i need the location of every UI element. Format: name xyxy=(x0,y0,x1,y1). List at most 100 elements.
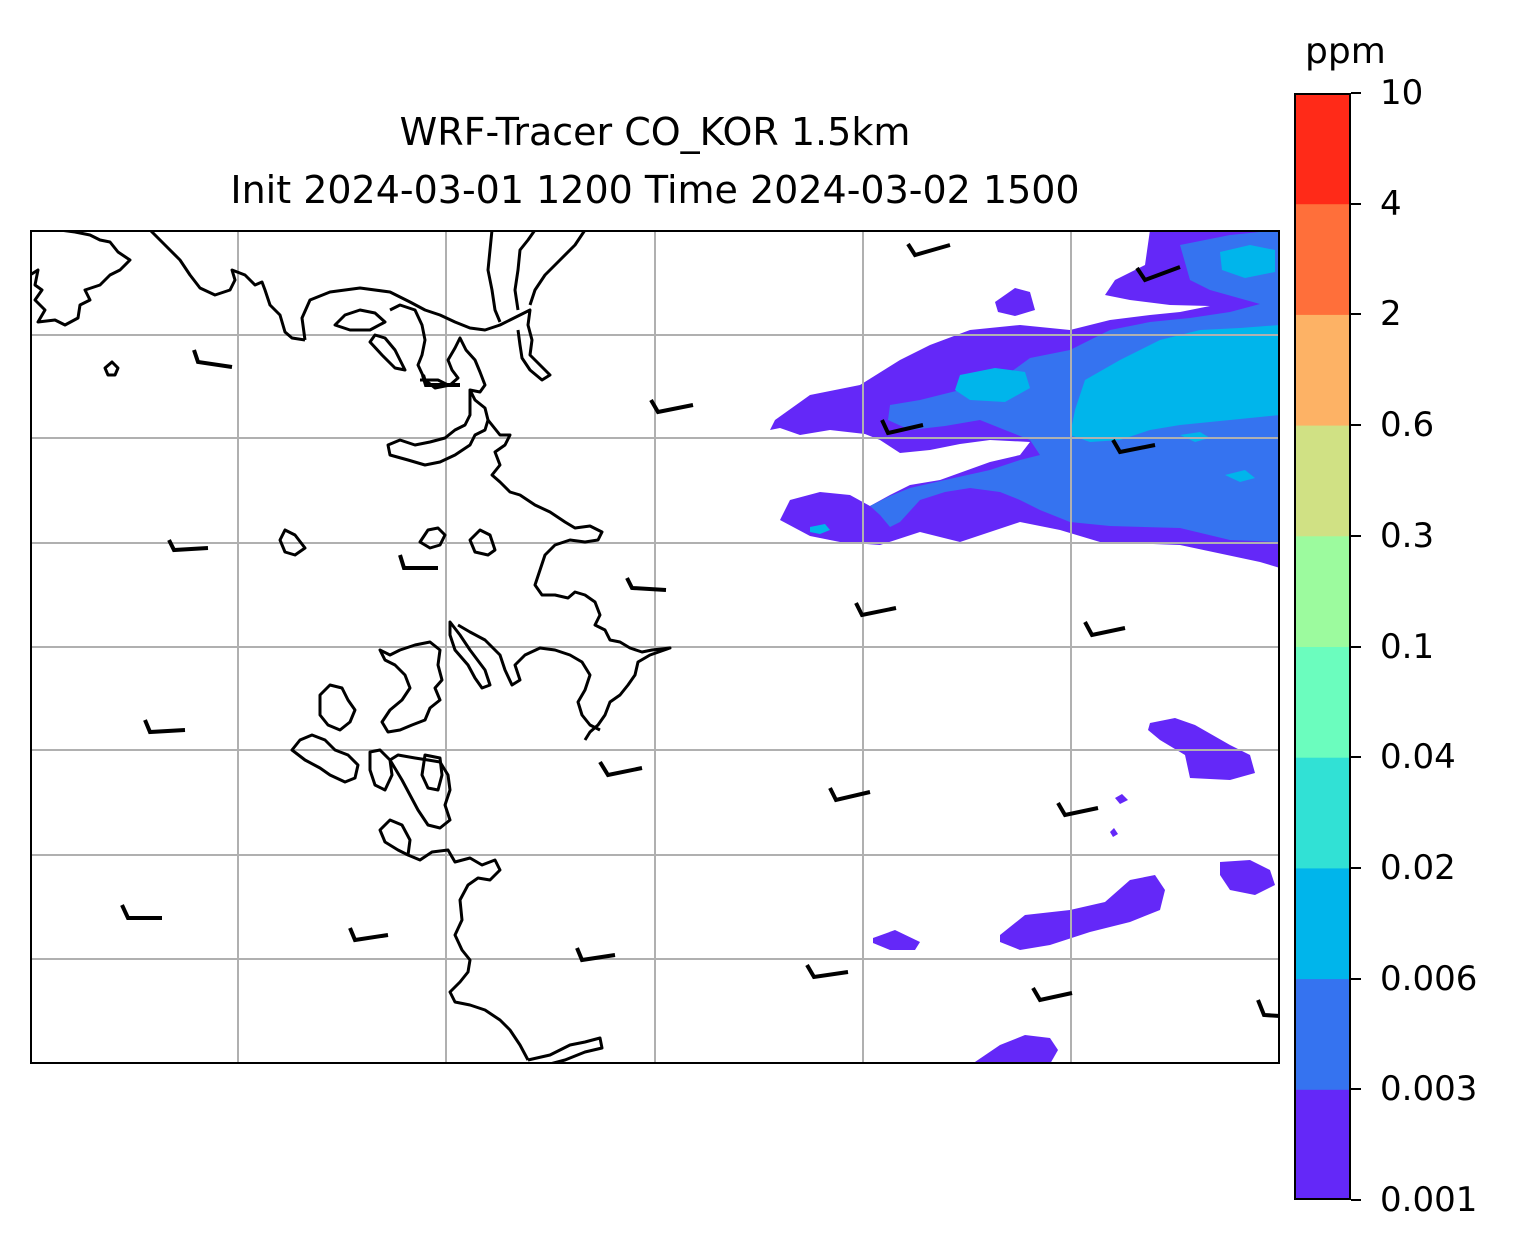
wind-barb xyxy=(828,787,871,803)
coastline-segment xyxy=(528,230,587,306)
chart-title: WRF-Tracer CO_KOR 1.5km xyxy=(399,110,911,154)
plume-band-1 xyxy=(873,930,920,950)
colorbar-bin xyxy=(1294,535,1351,647)
colorbar-tick xyxy=(1351,202,1361,205)
coastline-segment xyxy=(148,230,306,342)
coastline-segment xyxy=(333,308,387,332)
wind-barb xyxy=(880,419,924,436)
colorbar-tick xyxy=(1351,1199,1361,1201)
colorbar-canvas xyxy=(1294,93,1351,1201)
plume-band-1 xyxy=(972,1035,1058,1064)
coastline-segment xyxy=(290,733,360,784)
colorbar-tick-label: 2 xyxy=(1380,294,1402,335)
wind-barb xyxy=(598,760,643,778)
coastline-segment xyxy=(448,620,492,690)
coastline-segment xyxy=(103,360,120,377)
chart-subtitle: Init 2024-03-01 1200 Time 2024-03-02 150… xyxy=(230,168,1080,212)
colorbar-bin xyxy=(1294,203,1351,315)
colorbar-tick xyxy=(1351,313,1361,316)
colorbar-bin xyxy=(1294,93,1351,205)
colorbar-tick xyxy=(1351,1088,1361,1091)
colorbar-tick-label: 10 xyxy=(1380,73,1424,113)
colorbar-tick-label: 0.02 xyxy=(1380,847,1456,888)
coastline-segment xyxy=(389,303,487,394)
colorbar-tick-label: 0.6 xyxy=(1380,405,1435,446)
wind-barb xyxy=(649,398,694,415)
wind-barb xyxy=(192,349,233,369)
colorbar-tick xyxy=(1351,866,1361,869)
coastline-segment xyxy=(510,230,537,311)
colorbar-frame xyxy=(1294,93,1351,1200)
colorbar-tick-label: 4 xyxy=(1380,183,1402,224)
colorbar-tick-label: 0.3 xyxy=(1380,515,1435,556)
colorbar-bin xyxy=(1294,1089,1351,1201)
plume-band-3 xyxy=(1220,245,1275,278)
colorbar-tick-label: 0.04 xyxy=(1380,737,1456,778)
concentration-field xyxy=(770,230,1280,1064)
coastline-segment xyxy=(378,640,444,734)
colorbar-tick xyxy=(1351,756,1361,759)
coastline-segment xyxy=(386,388,490,467)
wind-barb xyxy=(398,554,438,570)
colorbar-unit-label: ppm xyxy=(1305,31,1386,72)
colorbar xyxy=(1294,93,1351,1201)
coastline-segment xyxy=(368,333,407,372)
wind-barb xyxy=(167,539,209,553)
coastline-segment xyxy=(318,683,357,732)
colorbar-tick xyxy=(1351,977,1361,980)
wind-barb xyxy=(1111,438,1156,455)
plume-band-3 xyxy=(810,524,830,534)
wind-barb xyxy=(1056,801,1099,818)
wind-barb xyxy=(143,719,186,735)
coastline-segment xyxy=(418,526,447,550)
coastline-segment xyxy=(486,230,502,323)
colorbar-bin xyxy=(1294,425,1351,537)
plume-band-1 xyxy=(1110,828,1118,837)
wind-barb xyxy=(575,947,616,963)
colorbar-tick-label: 0.006 xyxy=(1380,958,1478,999)
colorbar-tick-label: 0.1 xyxy=(1380,626,1435,667)
plume-band-1 xyxy=(1220,860,1275,895)
plume-band-1 xyxy=(1000,875,1165,950)
plume-band-1 xyxy=(995,288,1035,316)
wind-barb xyxy=(348,927,389,943)
plume-band-3 xyxy=(1070,325,1280,442)
map-panel xyxy=(30,230,1280,1064)
wind-barb xyxy=(1256,999,1280,1018)
coastline-segment xyxy=(388,753,452,830)
colorbar-tick-label: 0.003 xyxy=(1380,1069,1478,1110)
wind-barb xyxy=(1135,265,1181,283)
coastline-segment xyxy=(486,419,672,741)
plume-band-2 xyxy=(870,230,1280,542)
coastline-segment xyxy=(420,753,444,792)
colorbar-bin xyxy=(1294,757,1351,869)
colorbar-tick-label: 0.001 xyxy=(1380,1180,1478,1220)
coastline-segment xyxy=(468,528,497,557)
coastline-segment xyxy=(368,748,394,792)
coastline-segment xyxy=(378,818,412,857)
plume-band-1 xyxy=(1115,794,1128,804)
colorbar-bin xyxy=(1294,978,1351,1090)
wind-barb xyxy=(906,242,951,258)
wind-barbs xyxy=(120,242,1280,1018)
coastline-segment xyxy=(300,286,552,382)
wind-barb xyxy=(120,904,162,920)
wind-barb xyxy=(625,577,667,592)
coastline-segment xyxy=(278,528,307,557)
wind-barb xyxy=(421,374,460,387)
coastline-segment xyxy=(30,230,132,327)
colorbar-bin xyxy=(1294,867,1351,980)
map-canvas xyxy=(30,230,1280,1064)
colorbar-tick xyxy=(1351,92,1361,94)
gridlines xyxy=(30,230,1280,1064)
wind-barb xyxy=(1031,986,1073,1003)
coastline-segment xyxy=(407,848,530,1061)
colorbar-bin xyxy=(1294,646,1351,758)
plume-band-3 xyxy=(1225,470,1255,482)
wind-barb xyxy=(854,602,897,618)
colorbar-tick xyxy=(1351,534,1361,537)
map-frame xyxy=(30,230,1280,1064)
colorbar-bin xyxy=(1294,314,1351,426)
colorbar-tick xyxy=(1351,424,1361,427)
colorbar-tick xyxy=(1351,645,1361,648)
